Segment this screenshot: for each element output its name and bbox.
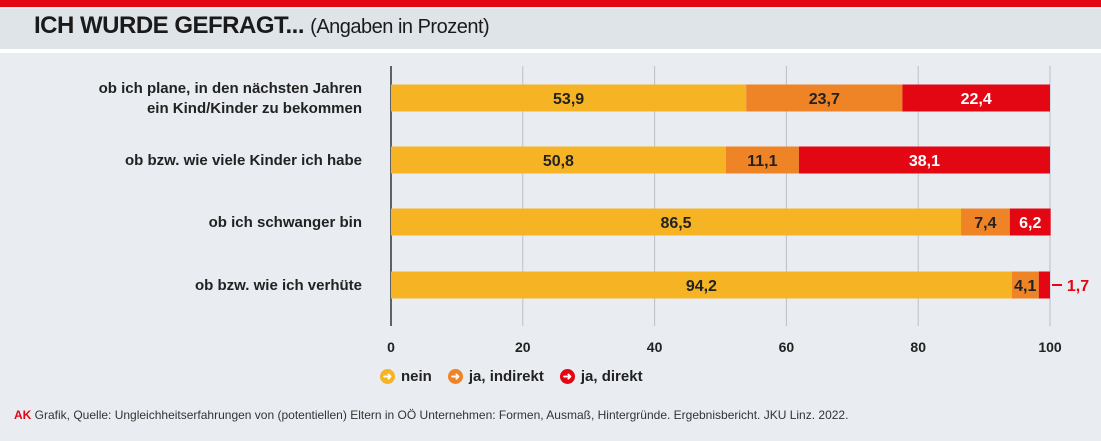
subtitle: (Angaben in Prozent) xyxy=(310,16,490,38)
legend-item-nein: ➜ nein xyxy=(380,368,432,385)
x-tick-label: 20 xyxy=(515,339,531,355)
value-label: 86,5 xyxy=(660,215,691,232)
value-label: 1,7 xyxy=(1067,278,1089,295)
arrow-circle-icon: ➜ xyxy=(559,369,575,384)
x-tick-label: 40 xyxy=(647,339,663,355)
value-label: 11,1 xyxy=(747,153,777,170)
bar-segment-jaindirekt xyxy=(961,208,1010,236)
bar-segment-nein xyxy=(391,208,962,236)
value-label: 23,7 xyxy=(809,91,840,108)
value-label: 94,2 xyxy=(686,278,717,295)
x-tick-label: 0 xyxy=(387,339,395,355)
x-tick-label: 60 xyxy=(779,339,795,355)
value-label: 4,1 xyxy=(1014,278,1036,295)
bar-segment-nein xyxy=(391,271,1012,299)
bar-segment-jaindirekt xyxy=(746,84,903,112)
legend-label: ja, direkt xyxy=(580,368,643,385)
x-tick-label: 80 xyxy=(910,339,926,355)
legend-label: nein xyxy=(401,368,432,385)
source-brand: AK xyxy=(14,408,32,422)
bar-segment-jadirekt xyxy=(902,84,1050,112)
value-label: 50,8 xyxy=(543,153,574,170)
category-label: ob ich schwanger bin xyxy=(209,214,362,231)
x-tick-label: 100 xyxy=(1038,339,1062,355)
legend: ➜ nein ➜ ja, indirekt ➜ ja, direkt xyxy=(380,368,643,385)
value-label: 53,9 xyxy=(553,91,584,108)
value-label: 7,4 xyxy=(974,215,996,232)
stacked-bar-chart: 0 20 40 60 80 100 ob ich plane, in den nächste… xyxy=(99,66,1089,355)
arrow-circle-icon: ➜ xyxy=(380,369,395,384)
source-text: Grafik, Quelle: Ungleichheitserfahrungen… xyxy=(31,408,849,422)
chart-title: ICH WURDE GEFRAGT... (Angaben in Prozent… xyxy=(34,12,490,40)
legend-item-direkt: ➜ ja, direkt xyxy=(559,368,643,385)
top-accent-bar xyxy=(0,0,1101,7)
category-label: ob ich plane, in den nächsten Jahren xyxy=(99,80,362,97)
bar-segment-jaindirekt xyxy=(725,146,799,174)
bar-segment-nein xyxy=(391,146,726,174)
legend-item-indirekt: ➜ ja, indirekt xyxy=(447,368,544,385)
value-label: 22,4 xyxy=(961,91,992,108)
bar-segment-jadirekt xyxy=(798,146,1050,174)
value-label: 6,2 xyxy=(1019,215,1041,232)
title-band xyxy=(0,9,1101,53)
value-label: 38,1 xyxy=(909,153,940,170)
category-label: ob bzw. wie ich verhüte xyxy=(195,277,362,294)
bar-segment-nein xyxy=(391,84,747,112)
arrow-circle-icon: ➜ xyxy=(447,369,463,384)
bar-segment-jadirekt xyxy=(1038,271,1050,299)
bar-segment-jadirekt xyxy=(1009,208,1051,236)
category-label: ein Kind/Kinder zu bekommen xyxy=(147,100,362,117)
title-text: ICH WURDE GEFRAGT... xyxy=(34,12,305,39)
source-note: AK Grafik, Quelle: Ungleichheitserfahrun… xyxy=(14,408,848,422)
bar-segment-jaindirekt xyxy=(1011,271,1039,299)
legend-label: ja, indirekt xyxy=(468,368,544,385)
category-label: ob bzw. wie viele Kinder ich habe xyxy=(125,152,362,169)
